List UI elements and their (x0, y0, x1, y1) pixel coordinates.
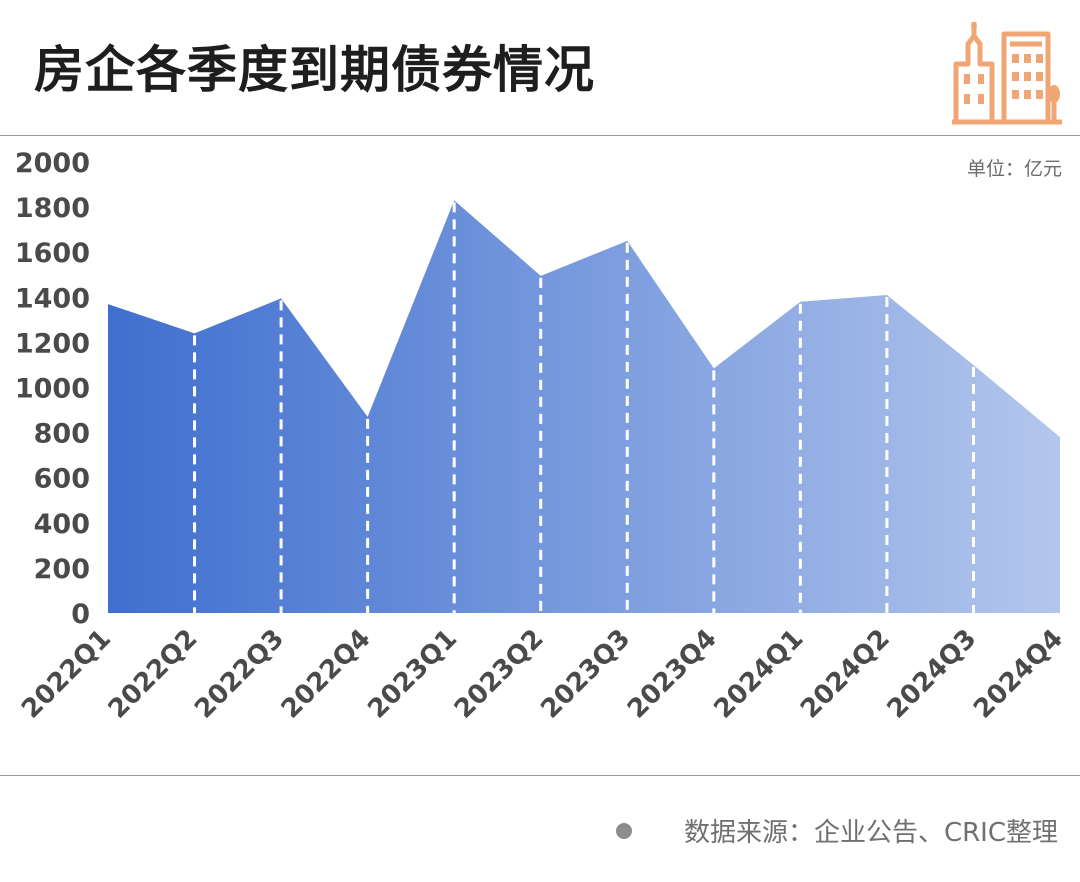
unit-label: 单位：亿元 (966, 158, 1062, 180)
series-area (108, 200, 1060, 613)
y-tick-label: 600 (34, 464, 90, 495)
bottom-divider (0, 775, 1080, 776)
y-tick-label: 1600 (15, 238, 90, 269)
x-tick-label: 2024Q3 (882, 624, 983, 725)
x-tick-label: 2024Q1 (709, 624, 810, 725)
x-tick-label: 2024Q2 (795, 624, 896, 725)
y-tick-label: 2000 (15, 148, 90, 179)
x-tick-label: 2022Q1 (16, 624, 117, 725)
y-tick-label: 1200 (15, 328, 90, 359)
x-tick-label: 2023Q4 (622, 624, 723, 725)
source-note: 数据来源：企业公告、CRIC整理 (615, 812, 1058, 849)
x-tick-label: 2022Q2 (103, 624, 204, 725)
y-tick-label: 0 (71, 599, 90, 630)
top-divider (0, 135, 1080, 136)
y-tick-label: 1400 (15, 283, 90, 314)
building-logo-icon (952, 22, 1062, 125)
x-tick-label: 2022Q3 (189, 624, 290, 725)
y-tick-label: 1800 (15, 193, 90, 224)
y-axis: 0 200 400 600 800 1000 1200 1400 1600 1800 2000 (15, 148, 90, 630)
area-chart: 0 200 400 600 800 1000 1200 1400 1600 1800 2000 20… (15, 148, 1069, 725)
y-tick-label: 200 (34, 554, 90, 585)
x-axis: 2022Q12022Q22022Q32022Q42023Q12023Q22023… (16, 624, 1069, 725)
chart-title: 房企各季度到期债券情况 (34, 41, 595, 99)
x-tick-label: 2023Q1 (362, 624, 463, 725)
dash-lines (193, 202, 975, 613)
y-tick-label: 800 (34, 419, 90, 450)
bullet-dot-icon (615, 822, 632, 839)
source-text: 数据来源：企业公告、CRIC整理 (683, 818, 1058, 848)
area-layer (108, 200, 1060, 613)
x-tick-label: 2023Q2 (449, 624, 550, 725)
y-tick-label: 400 (34, 509, 90, 540)
x-tick-label: 2023Q3 (535, 624, 636, 725)
x-tick-label: 2022Q4 (276, 624, 377, 725)
x-tick-label: 2024Q4 (968, 624, 1069, 725)
y-tick-label: 1000 (15, 374, 90, 405)
